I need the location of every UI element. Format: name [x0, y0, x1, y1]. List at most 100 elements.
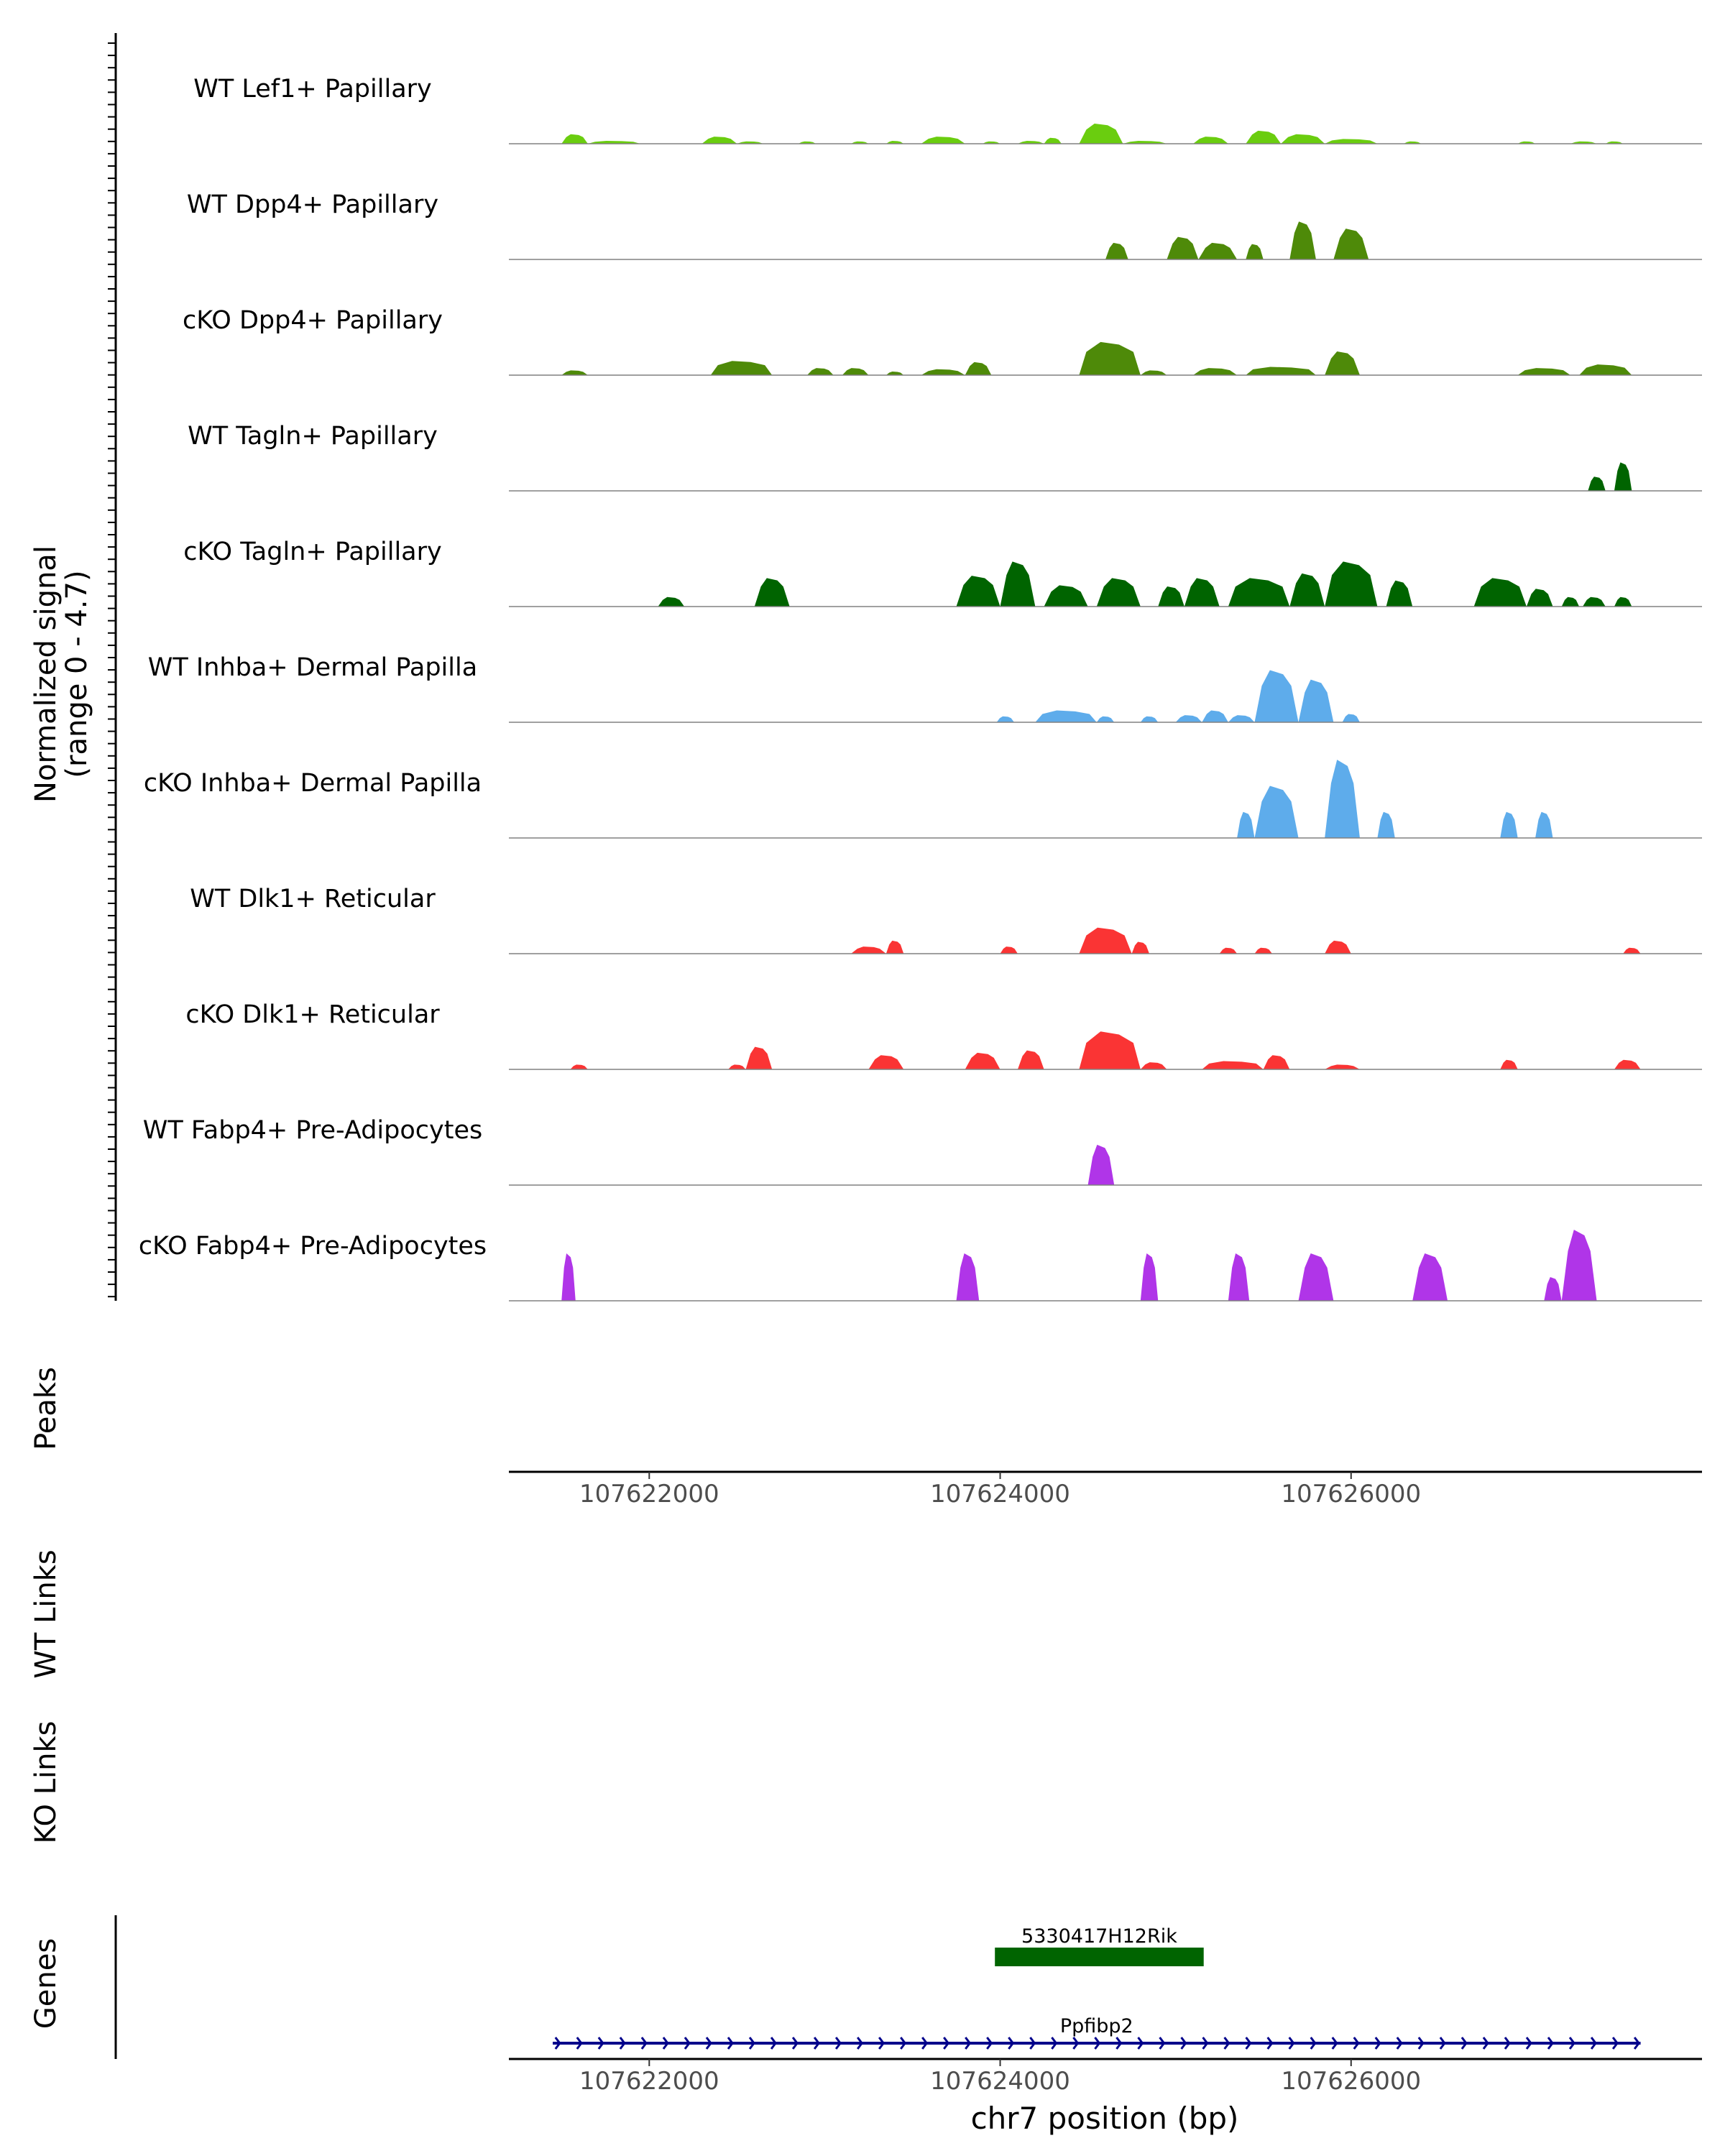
strand-arrow [1137, 2037, 1144, 2050]
coverage-peak [798, 141, 816, 144]
coverage-peak [1105, 242, 1128, 259]
strand-arrow [727, 2037, 734, 2050]
strand-arrow [1116, 2037, 1123, 2050]
track-label: WT Dpp4+ Papillary [187, 190, 438, 219]
coverage-peak [1202, 710, 1228, 722]
coverage-peak [745, 1046, 773, 1069]
coverage-peak [754, 578, 790, 607]
coverage-peak [1281, 134, 1325, 144]
coverage-peak [1140, 370, 1167, 375]
strand-arrow [986, 2037, 993, 2050]
x-tick-label: 107624000 [930, 2067, 1070, 2096]
strand-arrow [1310, 2037, 1317, 2050]
strand-arrow [1482, 2037, 1489, 2050]
coverage-peak [1087, 1144, 1115, 1185]
strand-arrow [1159, 2037, 1166, 2050]
coverage-peak [1412, 1253, 1448, 1301]
strand-arrow [856, 2037, 864, 2050]
coverage-peak [1000, 946, 1018, 954]
coverage-peak [1517, 141, 1536, 144]
track-label: cKO Inhba+ Dermal Papilla [144, 769, 482, 798]
coverage-peak [1198, 242, 1238, 259]
strand-arrow [1180, 2037, 1187, 2050]
strand-arrow [640, 2037, 648, 2050]
strand-arrow [1504, 2037, 1511, 2050]
strand-arrow [1094, 2037, 1101, 2050]
coverage-peak [1561, 596, 1580, 607]
track-label: WT Inhba+ Dermal Papilla [148, 653, 477, 682]
coverage-peak [1219, 947, 1238, 954]
strand-arrow [1460, 2037, 1468, 2050]
coverage-peak [1325, 139, 1378, 144]
gene-track: 5330417H12Rik Ppfibp2 [553, 1925, 1641, 2050]
coverage-peak [1535, 811, 1553, 838]
strand-arrow [1525, 2037, 1532, 2050]
coverage-peak [983, 141, 1000, 144]
strand-arrow [878, 2037, 886, 2050]
strand-arrow [576, 2037, 583, 2050]
strand-arrow [1051, 2037, 1058, 2050]
track-label: cKO Tagln+ Papillary [183, 538, 442, 566]
strand-arrow [1547, 2037, 1554, 2050]
coverage-peak [1202, 1061, 1264, 1069]
track-9: cKO Dlk1+ Reticular [185, 1000, 1702, 1070]
coverage-peak [728, 1064, 746, 1069]
coverage-peak [1246, 130, 1282, 144]
coverage-peak [1500, 811, 1518, 838]
coverage-peak [1298, 1253, 1334, 1301]
coverage-peak [710, 361, 773, 375]
coverage-peak [1167, 236, 1199, 259]
strand-arrow [1611, 2037, 1619, 2050]
track-5: cKO Tagln+ Papillary [183, 538, 1702, 607]
strand-arrow [1072, 2037, 1080, 2050]
signal-axis-ticks [108, 42, 116, 1298]
strand-arrow [900, 2037, 907, 2050]
coverage-peak [1325, 1064, 1360, 1069]
coverage-peak [1473, 578, 1527, 607]
ko-links-label: KO Links [29, 1721, 63, 1844]
coverage-peak [851, 141, 869, 144]
strand-arrow [1417, 2037, 1425, 2050]
coverage-peak [886, 141, 904, 144]
coverage-peak [1246, 367, 1316, 375]
coverage-peak [1623, 947, 1641, 954]
strand-arrow [619, 2037, 626, 2050]
coverage-peak [1237, 811, 1255, 838]
coverage-peak [1079, 1031, 1141, 1069]
strand-arrow [791, 2037, 799, 2050]
x-tick-label: 107624000 [930, 1480, 1070, 1508]
coverage-peak [956, 1253, 980, 1301]
coverage-peak [965, 361, 992, 375]
x-axis-title: chr7 position (bp) [971, 2101, 1239, 2136]
strand-arrow [1568, 2037, 1576, 2050]
coverage-peak [886, 372, 904, 375]
strand-arrow [684, 2037, 691, 2050]
strand-arrow [662, 2037, 669, 2050]
peaks-x-axis: 107622000 107624000 107626000 [579, 1472, 1421, 1508]
coverage-peak [965, 1052, 1000, 1069]
track-7: cKO Inhba+ Dermal Papilla [144, 760, 1702, 839]
coverage-peak [1614, 462, 1632, 491]
strand-arrow [1439, 2037, 1446, 2050]
gene-label: 5330417H12Rik [1021, 1925, 1177, 1948]
coverage-peak [921, 137, 965, 144]
track-label: WT Dlk1+ Reticular [190, 885, 436, 913]
genes-panel-label: Genes [29, 1938, 63, 2029]
wt-links-label: WT Links [29, 1549, 63, 1678]
coverage-peak [1175, 715, 1202, 722]
coverage-peak [851, 946, 886, 954]
coverage-peak [1140, 716, 1159, 722]
track-group: WT Lef1+ Papillary WT Dpp4+ Papillary cKO … [139, 75, 1702, 1302]
coverage-peak [1325, 351, 1360, 375]
track-3: cKO Dpp4+ Papillary [183, 306, 1702, 376]
coverage-peak [807, 368, 834, 375]
coverage-peak [956, 576, 1000, 607]
strand-arrow [705, 2037, 712, 2050]
strand-arrow [834, 2037, 842, 2050]
coverage-peak [1246, 244, 1264, 259]
track-label: cKO Dpp4+ Papillary [183, 306, 443, 335]
coverage-peak [561, 134, 588, 144]
coverage-peak [1096, 578, 1141, 607]
coverage-peak [921, 369, 965, 375]
coverage-peak [1614, 1059, 1641, 1069]
